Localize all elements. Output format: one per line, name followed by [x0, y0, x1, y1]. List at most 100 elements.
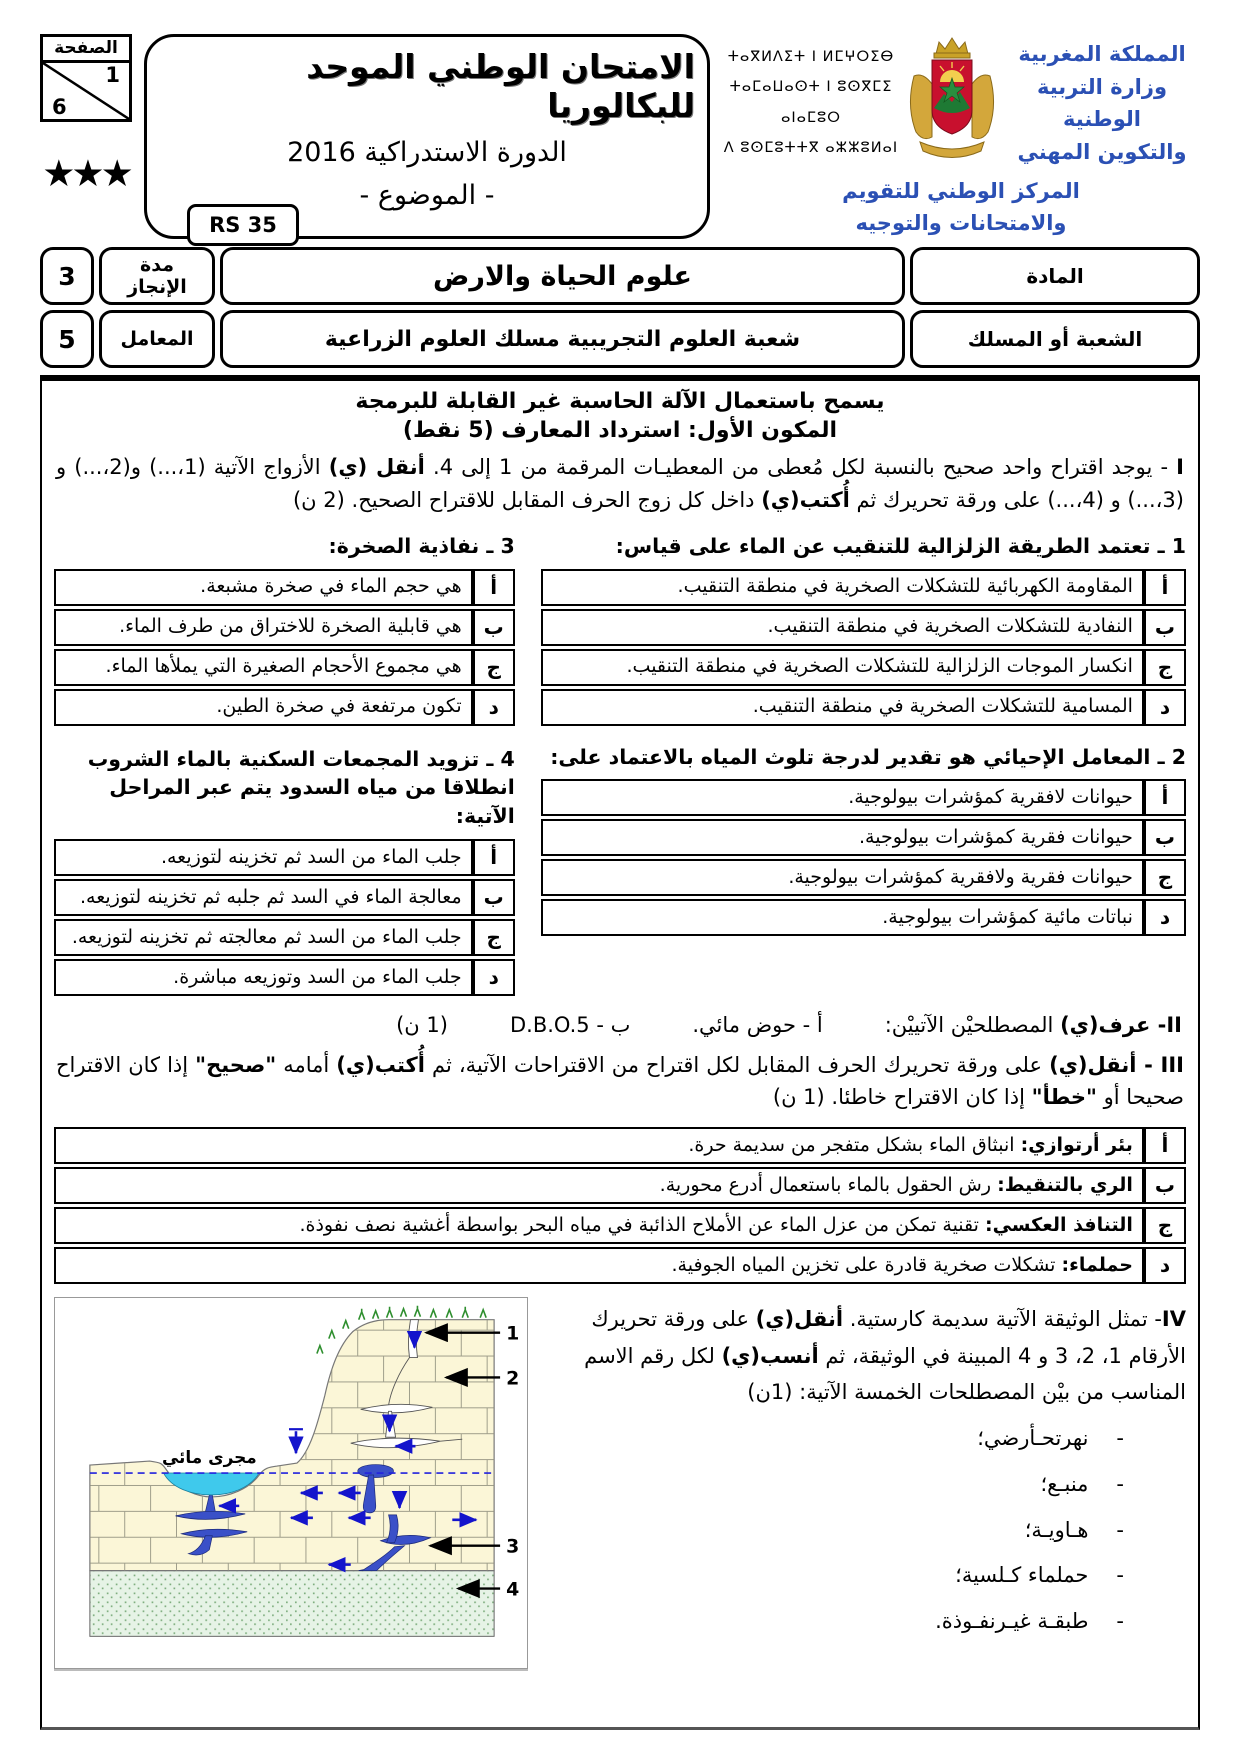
- coat-of-arms: [904, 34, 1000, 174]
- tifinagh-line-2: ⵜⴰⵎⴰⵡⴰⵙⵜ ⵏ ⵓⵙⴳⵎⵉ ⴰⵏⴰⵎⵓⵔ: [729, 79, 893, 126]
- kingdom-name: المملكة المغربية: [1018, 42, 1186, 66]
- coefficient-label: المعامل: [99, 310, 215, 368]
- subject-info-table: المادة علوم الحياة والارض مدة الإنجاز 3 …: [40, 247, 1200, 368]
- q-II-lead-rest: المصطلحيْن الآتييْن:: [884, 1012, 1061, 1037]
- qIII-opt-a-text: بئر أرتوازي: انبثاق الماء بشكل متفجر من …: [54, 1126, 1144, 1164]
- qIII-opt-b-text: الري بالتنقيط: رش الحقول بالماء باستعمال…: [54, 1166, 1144, 1204]
- table-row: ب هي قابلية الصخرة للاختراق من طرف الماء.: [54, 608, 515, 646]
- q3-opt-b-letter: ب: [472, 608, 515, 646]
- list-item: - حملماء كـلسية؛: [552, 1557, 1186, 1594]
- dash-bullet: -: [1116, 1563, 1124, 1588]
- q-III-text-3: إذا كان الاقتراح صحيحا أو: [56, 1052, 1184, 1110]
- q-III-text-4: إذا كان الاقتراح خاطئا. (1 ن): [772, 1085, 1032, 1110]
- term-underground-river: نهرتحـأرضي؛: [977, 1426, 1089, 1451]
- ministry-line-2: وزارة التربية الوطنية: [1036, 74, 1168, 132]
- diagram-number-labels: 1 2 3 4: [424, 1323, 519, 1600]
- q3-title: 3 ـ نفاذية الصخرة:: [328, 534, 515, 559]
- q-II-term-b-label: ب -: [596, 1012, 631, 1037]
- duration-label: مدة الإنجاز: [99, 247, 215, 305]
- paper-type: - الموضوع -: [359, 179, 495, 211]
- exam-session: الدورة الاستدراكية 2016: [287, 136, 567, 168]
- q4-opt-b-letter: ب: [472, 878, 515, 916]
- table-row: د جلب الماء من السد وتوزيعه مباشرة.: [54, 958, 515, 996]
- watercourse-label: مجرى مائي: [162, 1447, 257, 1468]
- morocco-coat-of-arms-icon: [910, 37, 994, 158]
- q2-opt-c-text: حيوانات فقرية ولافقرية كمؤشرات بيولوجية.: [540, 859, 1144, 897]
- q-II-term-a: أ - حوض مائي.: [692, 1012, 823, 1037]
- dash-bullet: -: [1116, 1426, 1124, 1451]
- mcq-left-column: 3 ـ نفاذية الصخرة: أ هي حجم الماء في صخرة…: [54, 526, 515, 999]
- term-impermeable-layer: طبقـة غيـرنفـوذة.: [935, 1609, 1089, 1634]
- q1-opt-d-letter: د: [1143, 688, 1186, 726]
- qIII-opt-c-text: التنافذ العكسي: تقنية تمكن من عزل الماء …: [54, 1206, 1144, 1244]
- q-IV-verb-1: أنقل(ي): [755, 1306, 844, 1331]
- center-line-2: والامتحانات والتوجيه: [855, 210, 1067, 235]
- qIII-opt-a-term: بئر أرتوازي:: [1020, 1133, 1133, 1156]
- q-I-verb-1: أنقل (ي): [328, 455, 425, 479]
- qIII-opt-c-letter: ج: [1143, 1206, 1186, 1244]
- content-frame: يسمح باستعمال الآلة الحاسبة غير القابلة …: [40, 381, 1200, 1730]
- q1-opt-b-letter: ب: [1143, 608, 1186, 646]
- field-label-subject: المادة: [910, 247, 1200, 305]
- component-title: المكون الأول: استرداد المعارف (5 نقط): [402, 418, 838, 443]
- qIII-opt-d-letter: د: [1143, 1246, 1186, 1284]
- list-item: - هـاويـة؛: [552, 1512, 1186, 1549]
- karst-diagram-box: 1 2 3 4 مجرى مائي: [54, 1296, 528, 1669]
- qIII-opt-b-term: الري بالتنقيط:: [997, 1173, 1133, 1196]
- center-line-1: المركز الوطني للتقويم: [842, 179, 1080, 203]
- q4-opt-c-letter: ج: [472, 918, 515, 956]
- table-row: د حملماء: تشكلات صخرية قادرة على تخزين ال…: [54, 1246, 1186, 1284]
- table-row: ج حيوانات فقرية ولافقرية كمؤشرات بيولوجية…: [540, 859, 1186, 897]
- q-I-verb-2: أُكتب(ي): [761, 487, 850, 512]
- ministry-line-3: والتكوين المهني: [1017, 139, 1187, 164]
- table-row: ب الري بالتنقيط: رش الحقول بالماء باستعما…: [54, 1166, 1186, 1204]
- limestone-massif: [89, 1319, 495, 1572]
- tifinagh-line-3: ⴷ ⵓⵙⵎⵓⵜⵜⴳ ⴰⵣⵣⵓⵍⴰⵏ: [723, 140, 899, 157]
- qIII-opt-b-rest: رش الحقول بالماء باستعمال أدرع محورية.: [659, 1173, 998, 1196]
- ministry-name-arabic: المملكة المغربية وزارة التربية الوطنية و…: [1004, 34, 1200, 174]
- q-II-points: (1 ن): [396, 1012, 448, 1037]
- ministry-top-row: المملكة المغربية وزارة التربية الوطنية و…: [722, 34, 1200, 174]
- q4-title: 4 ـ تزويد المجمعات السكنية بالماء الشروب…: [87, 746, 515, 829]
- q2-opt-b-letter: ب: [1143, 819, 1186, 857]
- q2-opt-d-text: نباتات مائية كمؤشرات بيولوجية.: [540, 899, 1144, 937]
- question-IV-section: IV- تمثل الوثيقة الآتية سديمة كارستية. أ…: [54, 1296, 1186, 1669]
- table-row: ج جلب الماء من السد ثم معالجته ثم تخزينه …: [54, 918, 515, 956]
- table-row: ج التنافذ العكسي: تقنية تمكن من عزل الماء…: [54, 1206, 1186, 1244]
- q-III-word-wrong: "خطأ": [1031, 1085, 1097, 1110]
- q4-opt-d-letter: د: [472, 958, 515, 996]
- field-label-stream: الشعبة أو المسلك: [910, 310, 1200, 368]
- qIII-opt-c-rest: تقنية تمكن من عزل الماء عن الأملاح الذائ…: [299, 1213, 985, 1236]
- qIII-opt-a-letter: أ: [1143, 1126, 1186, 1164]
- q-III-verb-2: أُكتب(ي): [336, 1052, 425, 1077]
- q4-opt-a-letter: أ: [472, 838, 515, 876]
- qIII-opt-d-term: حملماء:: [1061, 1253, 1133, 1276]
- q-I-text-3: داخل كل زوج الحرف المقابل للاقتراح الصحي…: [292, 487, 762, 512]
- page-number-column: الصفحة 1 6 ★★★: [40, 34, 134, 239]
- double-rule-divider: [40, 375, 1200, 381]
- list-item: - طبقـة غيـرنفـوذة.: [552, 1603, 1186, 1640]
- q3-opt-d-text: تكون مرتفعة في صخرة الطين.: [54, 688, 473, 726]
- q3-truefalse-table: أ بئر أرتوازي: انبثاق الماء بشكل متفجر من…: [54, 1124, 1186, 1287]
- q3-opt-b-text: هي قابلية الصخرة للاختراق من طرف الماء.: [54, 608, 473, 646]
- q1-opt-c-letter: ج: [1143, 648, 1186, 686]
- page-label: الصفحة: [43, 37, 129, 63]
- label-3: 3: [506, 1536, 519, 1558]
- list-item: - منبـع؛: [552, 1466, 1186, 1503]
- question-III-intro: III - أنقل(ي) على ورقة تحريرك الحرف المق…: [56, 1049, 1184, 1114]
- dash-bullet: -: [1116, 1517, 1124, 1542]
- q-III-text-2: أمامه: [276, 1052, 337, 1077]
- q-IV-text-2: على ورقة تحريرك الأرقام 1، 2، 3 و 4 المب…: [591, 1306, 1186, 1368]
- list-item: - نهرتحـأرضي؛: [552, 1420, 1186, 1457]
- duration-value: 3: [40, 247, 94, 305]
- tifinagh-line-1: ⵜⴰⴳⵍⴷⵉⵜ ⵏ ⵍⵎⵖⵔⵉⴱ: [727, 49, 895, 65]
- q4-opt-d-text: جلب الماء من السد وتوزيعه مباشرة.: [54, 958, 473, 996]
- mcq-right-column: 1 ـ تعتمد الطريقة الزلزالية للتنقيب عن ا…: [540, 526, 1186, 939]
- q1-opt-b-text: النفادية للتشكلات الصخرية في منطقة التنق…: [540, 608, 1144, 646]
- q1-options-table: أ المقاومة الكهربائية للتشكلات الصخرية في…: [540, 566, 1186, 729]
- exam-title: الامتحان الوطني الموحد للبكالوريا: [306, 46, 696, 125]
- stars-icon: ★★★: [42, 152, 133, 195]
- q3-options-table: أ هي حجم الماء في صخرة مشبعة. ب هي قابلية …: [54, 566, 515, 729]
- surface-water-pond: [162, 1472, 260, 1496]
- calculator-notice: يسمح باستعمال الآلة الحاسبة غير القابلة …: [355, 389, 885, 414]
